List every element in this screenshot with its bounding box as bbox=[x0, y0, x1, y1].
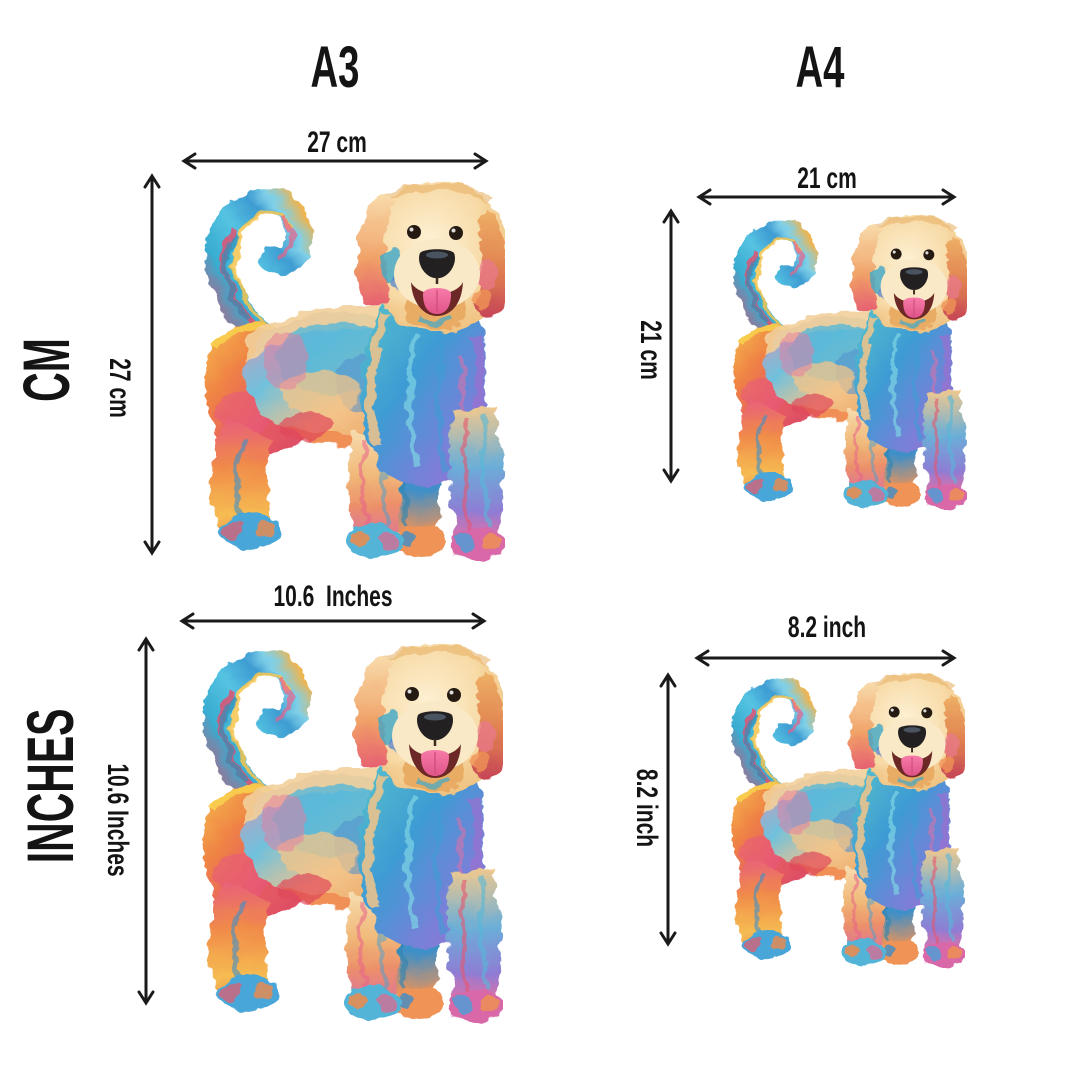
dog-illustration-a4-cm bbox=[718, 212, 967, 513]
height-arrow-a4-inches bbox=[659, 672, 677, 947]
width-arrow-a3-inches bbox=[179, 612, 487, 630]
width-label-a3-inches: 10.6 Inches bbox=[273, 580, 393, 613]
column-header-a3: A3 bbox=[310, 35, 360, 100]
dog-illustration-a3-inches bbox=[183, 640, 503, 1027]
column-header-a4: A4 bbox=[795, 35, 845, 100]
width-arrow-a4-inches bbox=[694, 649, 957, 667]
width-arrow-a4-cm bbox=[696, 188, 957, 206]
height-label-a3-inches: 10.6 Inches bbox=[101, 763, 134, 877]
row-label-cm: CM bbox=[9, 338, 83, 402]
row-label-inches: INCHES bbox=[13, 708, 87, 864]
width-arrow-a3-cm bbox=[181, 152, 489, 170]
height-label-a3-cm: 27 cm bbox=[103, 358, 136, 418]
width-label-a4-inches: 8.2 inch bbox=[787, 611, 867, 644]
dog-illustration-a4-inches bbox=[716, 670, 965, 971]
height-arrow-a4-cm bbox=[662, 208, 680, 484]
height-arrow-a3-inches bbox=[137, 636, 155, 1006]
dog-illustration-a3-cm bbox=[185, 178, 505, 565]
height-arrow-a3-cm bbox=[143, 173, 161, 556]
